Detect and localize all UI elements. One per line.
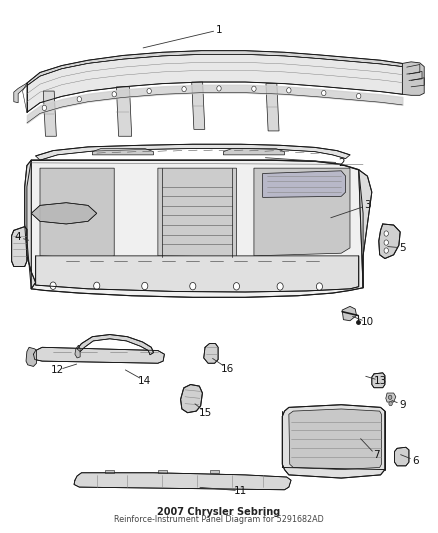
Circle shape (384, 240, 389, 245)
Text: 6: 6 (412, 456, 419, 465)
Circle shape (389, 395, 392, 399)
Text: 9: 9 (399, 400, 406, 410)
Text: 7: 7 (373, 450, 379, 460)
Polygon shape (379, 224, 400, 259)
Polygon shape (254, 168, 350, 256)
Text: 14: 14 (138, 376, 152, 386)
Text: 4: 4 (15, 232, 21, 243)
Text: 3: 3 (364, 200, 371, 211)
Circle shape (182, 86, 186, 92)
Circle shape (321, 91, 326, 96)
Text: 11: 11 (234, 486, 247, 496)
Polygon shape (263, 171, 346, 197)
Polygon shape (74, 473, 291, 490)
Polygon shape (386, 393, 396, 402)
Circle shape (50, 282, 56, 289)
Text: 2007 Chrysler Sebring: 2007 Chrysler Sebring (157, 507, 281, 518)
Polygon shape (27, 54, 403, 112)
Polygon shape (31, 203, 97, 224)
Polygon shape (12, 227, 27, 266)
Text: 15: 15 (199, 408, 212, 418)
Text: 10: 10 (361, 317, 374, 327)
Polygon shape (192, 82, 205, 130)
Polygon shape (117, 87, 132, 136)
Polygon shape (158, 470, 166, 473)
Circle shape (384, 248, 389, 253)
Text: 2: 2 (338, 158, 345, 168)
Polygon shape (342, 306, 357, 321)
Polygon shape (372, 373, 385, 387)
Polygon shape (223, 149, 285, 155)
Polygon shape (403, 62, 424, 95)
Text: 1: 1 (215, 25, 223, 35)
Text: 5: 5 (399, 243, 406, 253)
Text: 13: 13 (374, 376, 387, 386)
Text: 16: 16 (221, 364, 234, 374)
Polygon shape (31, 160, 363, 297)
Polygon shape (266, 84, 279, 131)
Circle shape (384, 231, 389, 236)
Polygon shape (14, 83, 27, 103)
Polygon shape (35, 256, 359, 292)
Polygon shape (289, 409, 381, 470)
Circle shape (77, 96, 81, 102)
Polygon shape (158, 168, 237, 257)
Polygon shape (25, 160, 35, 289)
Polygon shape (35, 144, 350, 160)
Circle shape (357, 93, 361, 99)
Circle shape (217, 86, 221, 91)
Polygon shape (75, 345, 80, 358)
Polygon shape (92, 149, 153, 155)
Circle shape (190, 282, 196, 290)
Polygon shape (27, 51, 403, 86)
Text: Reinforce-Instrument Panel Diagram for 5291682AD: Reinforce-Instrument Panel Diagram for 5… (114, 515, 324, 524)
Polygon shape (283, 405, 385, 478)
Polygon shape (210, 470, 219, 473)
Polygon shape (43, 91, 57, 136)
Polygon shape (77, 335, 153, 355)
Circle shape (112, 92, 117, 97)
Circle shape (389, 401, 392, 406)
Polygon shape (40, 168, 114, 259)
Circle shape (233, 282, 240, 290)
Circle shape (94, 282, 100, 289)
Polygon shape (33, 348, 164, 364)
Circle shape (316, 283, 322, 290)
Circle shape (287, 88, 291, 93)
Circle shape (147, 88, 151, 94)
Polygon shape (180, 384, 202, 413)
Text: 12: 12 (51, 365, 64, 375)
Circle shape (277, 282, 283, 290)
Polygon shape (26, 348, 36, 367)
Polygon shape (359, 169, 372, 288)
Circle shape (252, 86, 256, 92)
Circle shape (42, 105, 46, 110)
Polygon shape (106, 470, 114, 473)
Circle shape (142, 282, 148, 290)
Polygon shape (204, 344, 218, 364)
Polygon shape (395, 447, 409, 466)
